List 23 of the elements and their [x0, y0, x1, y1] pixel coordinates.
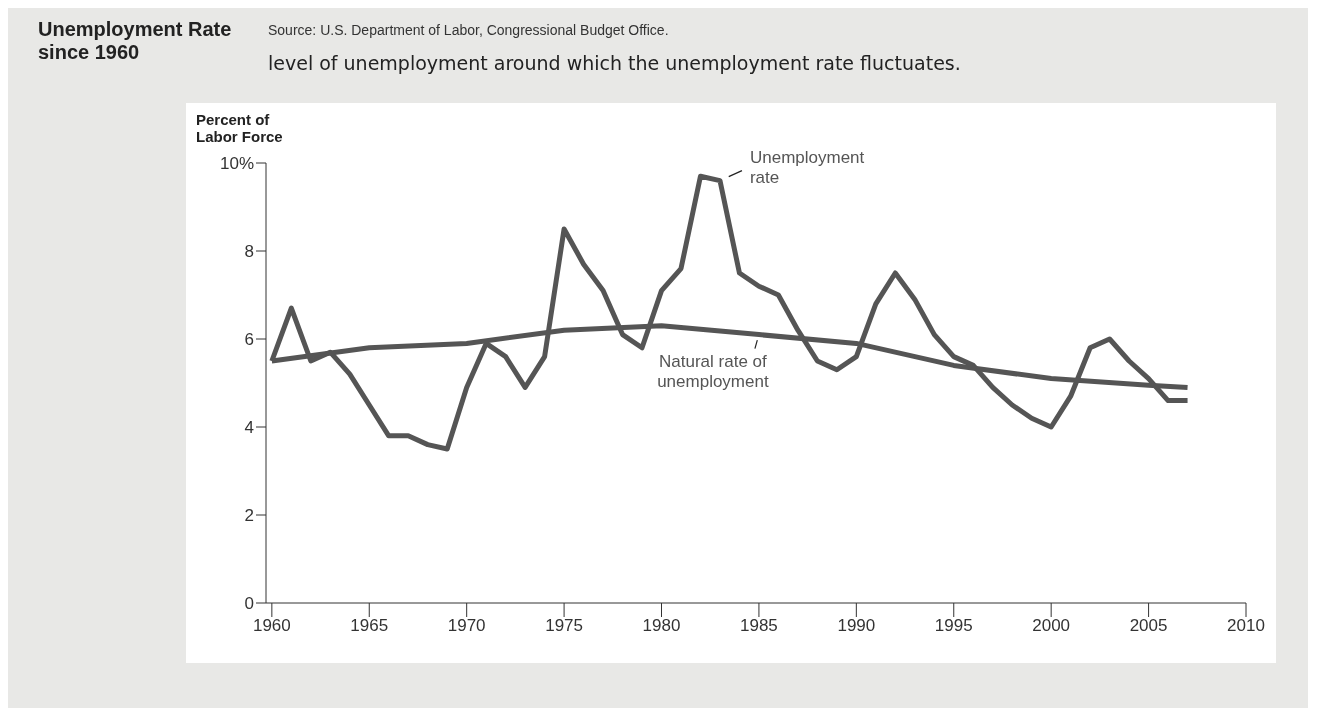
x-tick-label: 1975 — [545, 616, 584, 636]
y-tick-label: 4 — [244, 418, 254, 438]
x-tick-label: 1995 — [934, 616, 973, 636]
y-tick-label: 6 — [244, 330, 254, 350]
x-tick-label: 1980 — [642, 616, 681, 636]
chart-title: Unemployment Rate since 1960 — [38, 18, 233, 64]
y-tick-label: 2 — [244, 506, 254, 526]
series-label: Unemployment rate — [749, 147, 865, 187]
source-note: Source: U.S. Department of Labor, Congressional Budget Office. — [268, 22, 669, 38]
y-tick-label: 10% — [219, 154, 254, 174]
y-axis-title: Percent of Labor Force — [196, 111, 284, 145]
x-tick-label: 1970 — [447, 616, 486, 636]
y-tick-label: 8 — [244, 242, 254, 262]
x-tick-label: 1990 — [837, 616, 876, 636]
series-label: Natural rate of unemployment — [657, 351, 769, 391]
x-tick-label: 1965 — [350, 616, 389, 636]
x-tick-label: 1985 — [740, 616, 778, 636]
y-tick-label: 0 — [244, 594, 254, 614]
text: level of unemployment around which the unemployment rate fluctuates. — [268, 52, 961, 74]
x-tick-label: 2010 — [1227, 616, 1265, 636]
x-tick-label: 2000 — [1032, 616, 1071, 636]
x-tick-label: 2005 — [1129, 616, 1168, 636]
x-tick-label: 1960 — [252, 616, 291, 636]
